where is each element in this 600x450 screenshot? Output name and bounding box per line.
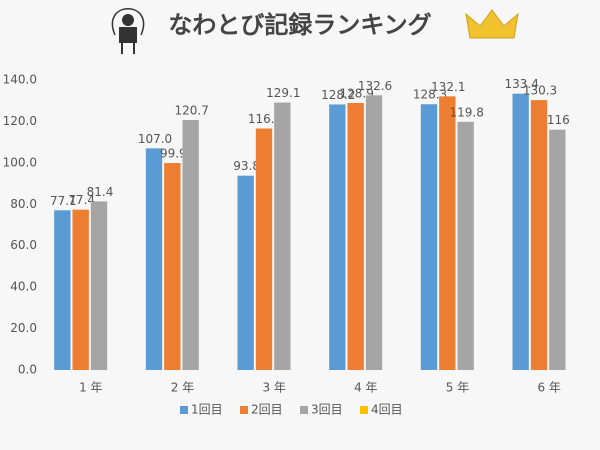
legend-swatch (300, 406, 308, 414)
legend-swatch (180, 406, 188, 414)
crown-icon (465, 9, 519, 39)
legend-label: 4回目 (371, 403, 403, 417)
y-tick-label: 140.0 (3, 73, 37, 87)
x-tick-label: 4 年 (354, 381, 377, 395)
value-label: 99.9 (160, 147, 187, 161)
bar (237, 175, 254, 370)
bar (457, 121, 474, 370)
value-label: 107.0 (138, 132, 172, 146)
value-label: 132.1 (431, 80, 465, 94)
x-tick-label: 1 年 (79, 381, 102, 395)
value-label: 128.3 (413, 88, 447, 102)
value-label: 130.3 (523, 84, 557, 98)
x-tick-label: 5 年 (446, 381, 469, 395)
bar (512, 93, 529, 371)
legend-swatch (360, 406, 368, 414)
x-tick-label: 2 年 (171, 381, 194, 395)
y-tick-label: 80.0 (10, 197, 37, 211)
x-tick-label: 3 年 (262, 381, 285, 395)
jump-rope-icon (111, 8, 145, 54)
legend-label: 2回目 (251, 403, 283, 417)
value-label: 120.7 (174, 103, 208, 117)
chart-title: なわとび記録ランキング (168, 11, 431, 39)
bar (72, 209, 89, 370)
bar (145, 148, 163, 370)
y-tick-label: 0.0 (18, 363, 37, 377)
value-label: 132.6 (358, 79, 392, 93)
bar (530, 100, 548, 370)
bar (549, 129, 566, 370)
value-label: 116 (547, 113, 570, 127)
y-tick-label: 40.0 (10, 280, 37, 294)
y-tick-label: 60.0 (10, 238, 37, 252)
bar (90, 201, 108, 370)
bar (54, 210, 71, 370)
bar (182, 119, 199, 370)
y-tick-label: 20.0 (10, 321, 37, 335)
bar (255, 128, 273, 370)
bar (329, 104, 346, 370)
bar (365, 95, 383, 370)
value-label: 128.9 (339, 86, 373, 100)
value-label: 128.2 (321, 88, 355, 102)
x-tick-label: 6 年 (537, 381, 560, 395)
bar (439, 96, 456, 370)
value-label: 93.8 (233, 159, 260, 173)
bar (164, 163, 181, 370)
value-label: 77.4 (68, 193, 95, 207)
value-label: 129.1 (266, 86, 300, 100)
bar (274, 102, 291, 370)
value-label: 133.4 (504, 77, 538, 91)
y-tick-label: 100.0 (3, 155, 37, 169)
y-tick-label: 120.0 (3, 114, 37, 128)
legend-label: 1回目 (191, 403, 223, 417)
legend-swatch (240, 406, 248, 414)
bar (420, 104, 438, 370)
value-label: 119.8 (449, 105, 483, 119)
bar (347, 102, 364, 370)
value-label: 116.6 (248, 112, 282, 126)
value-label: 81.4 (87, 185, 114, 199)
legend-label: 3回目 (311, 403, 343, 417)
value-label: 77.1 (50, 194, 77, 208)
